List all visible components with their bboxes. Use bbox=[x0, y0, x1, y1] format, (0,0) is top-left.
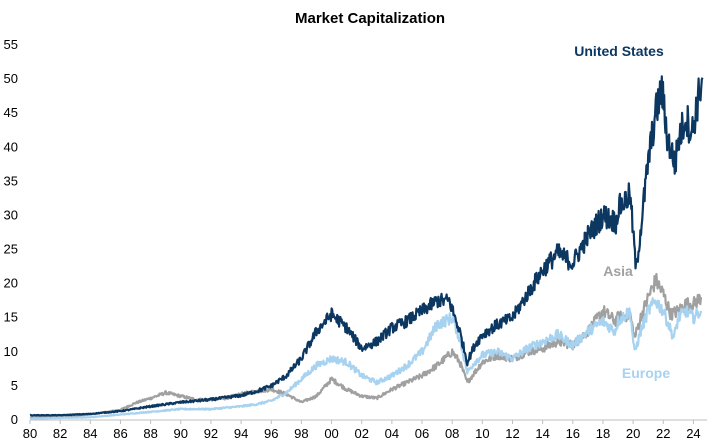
x-tick-label: 02 bbox=[354, 426, 368, 441]
y-tick-label: 35 bbox=[4, 173, 18, 188]
x-tick-label: 16 bbox=[566, 426, 580, 441]
y-tick-label: 40 bbox=[4, 139, 18, 154]
series-labels: Asia Europe United States bbox=[574, 43, 670, 381]
x-tick-label: 14 bbox=[535, 426, 549, 441]
x-tick-label: 86 bbox=[113, 426, 127, 441]
y-tick-label: 30 bbox=[4, 207, 18, 222]
y-tick-label: 0 bbox=[11, 412, 18, 427]
x-tick-label: 18 bbox=[596, 426, 610, 441]
y-tick-label: 45 bbox=[4, 105, 18, 120]
y-tick-label: 50 bbox=[4, 71, 18, 86]
y-tick-label: 55 bbox=[4, 37, 18, 52]
x-tick-label: 90 bbox=[174, 426, 188, 441]
x-tick-label: 00 bbox=[324, 426, 338, 441]
x-tick-label: 92 bbox=[204, 426, 218, 441]
x-tick-label: 84 bbox=[83, 426, 97, 441]
x-axis-ticks: 80 82 84 86 88 90 92 94 96 98 00 02 04 06 08 10 12 14 16 18… bbox=[23, 420, 701, 441]
y-tick-label: 15 bbox=[4, 310, 18, 325]
x-tick-label: 82 bbox=[53, 426, 67, 441]
y-tick-label: 25 bbox=[4, 242, 18, 257]
series-label-asia: Asia bbox=[603, 263, 633, 279]
series-line-united-states bbox=[29, 75, 704, 417]
series-line-europe bbox=[29, 297, 703, 420]
x-tick-label: 24 bbox=[686, 426, 700, 441]
x-tick-label: 22 bbox=[656, 426, 670, 441]
series-label-united-states: United States bbox=[574, 43, 664, 59]
x-tick-label: 98 bbox=[294, 426, 308, 441]
x-tick-label: 20 bbox=[626, 426, 640, 441]
x-tick-label: 80 bbox=[23, 426, 37, 441]
x-tick-label: 10 bbox=[475, 426, 489, 441]
x-tick-label: 08 bbox=[445, 426, 459, 441]
y-tick-label: 20 bbox=[4, 276, 18, 291]
y-tick-label: 5 bbox=[11, 378, 18, 393]
x-tick-label: 06 bbox=[415, 426, 429, 441]
x-tick-label: 12 bbox=[505, 426, 519, 441]
x-tick-label: 88 bbox=[143, 426, 157, 441]
x-tick-label: 94 bbox=[234, 426, 248, 441]
y-tick-label: 10 bbox=[4, 344, 18, 359]
series-lines bbox=[29, 75, 704, 420]
x-tick-label: 04 bbox=[385, 426, 399, 441]
x-tick-label: 96 bbox=[264, 426, 278, 441]
y-axis-ticks: 0 5 10 15 20 25 30 35 40 45 50 55 bbox=[4, 37, 18, 427]
chart-title: Market Capitalization bbox=[295, 10, 445, 27]
series-label-europe: Europe bbox=[622, 365, 670, 381]
